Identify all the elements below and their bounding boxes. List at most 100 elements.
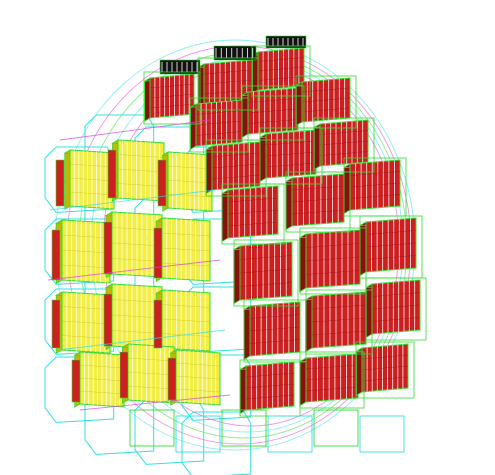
module-gridline <box>61 234 111 239</box>
module-gridline <box>161 304 211 308</box>
wire-cell-right <box>299 351 365 409</box>
red-module <box>343 159 401 215</box>
module-gridline <box>239 268 293 274</box>
red-edge-strip <box>71 359 81 403</box>
module-gridline <box>203 69 253 75</box>
module-gridline <box>79 390 125 395</box>
module-gridline <box>249 326 301 332</box>
yellow-module <box>111 139 166 203</box>
module-side <box>305 295 313 353</box>
module-gridline <box>79 364 125 369</box>
yellow-module <box>121 343 176 405</box>
red-edge-strip <box>119 351 129 399</box>
red-edge-strip <box>51 299 61 349</box>
wire-cell-bottom <box>359 415 405 453</box>
module-gridline <box>111 242 163 247</box>
wire-cell-right <box>197 57 259 111</box>
module-gridline <box>265 162 317 168</box>
module-gridline <box>227 197 279 203</box>
module-gridline <box>117 168 165 173</box>
rim-block <box>159 59 201 75</box>
module-gridline <box>167 179 213 184</box>
module-gridline <box>305 256 361 262</box>
module-gridline <box>61 320 111 325</box>
wire-cell-right <box>305 289 373 355</box>
module-gridline <box>371 317 421 322</box>
module-gridline <box>245 383 295 389</box>
module-gridline <box>239 255 293 260</box>
red-edge-strip <box>55 159 65 207</box>
wire-accent-line <box>47 259 221 281</box>
module-gridline <box>149 93 195 99</box>
red-module <box>233 241 293 305</box>
wire-cell-right <box>355 341 415 399</box>
wire-cell-right <box>241 85 305 141</box>
red-module <box>241 87 299 139</box>
module-gridline <box>111 299 163 303</box>
wire-cell-left <box>181 411 252 475</box>
module-side <box>313 123 321 171</box>
module-gridline <box>249 314 301 319</box>
red-module <box>299 353 359 407</box>
module-gridline <box>291 185 345 191</box>
rim-detail <box>159 59 201 75</box>
yellow-module <box>169 349 222 406</box>
red-module <box>259 129 317 183</box>
red-edge-strip <box>103 293 113 347</box>
module-gridline <box>301 107 351 113</box>
module-gridline <box>247 108 299 114</box>
module-gridline <box>195 131 243 136</box>
red-edge-strip <box>153 299 163 349</box>
yellow-module <box>63 149 116 210</box>
module-gridline <box>311 317 367 323</box>
module-side <box>259 133 267 183</box>
module-side <box>190 103 197 151</box>
module-side <box>239 365 247 415</box>
wire-cell-right <box>259 127 323 185</box>
module-gridline <box>195 120 243 126</box>
red-module <box>197 59 253 109</box>
module-gridline <box>291 209 345 215</box>
wire-accent-line <box>79 394 231 411</box>
wire-cell-bottom <box>221 409 267 447</box>
red-module <box>243 301 301 361</box>
module-gridline <box>149 83 195 89</box>
module-gridline <box>361 365 409 371</box>
module-gridline <box>61 249 111 254</box>
module-gridline <box>69 191 115 196</box>
module-gridline <box>365 255 417 260</box>
yellow-module <box>154 289 212 353</box>
red-module <box>365 279 421 339</box>
wire-cell-right <box>221 183 285 245</box>
red-edge-strip <box>51 229 61 281</box>
wire-cell-right <box>285 171 351 233</box>
wire-cell-bottom <box>313 409 359 447</box>
red-module <box>299 229 361 293</box>
module-gridline <box>371 304 421 310</box>
red-edge-strip <box>167 357 177 401</box>
module-gridline <box>227 209 279 215</box>
module-gridline <box>203 89 253 95</box>
module-gridline <box>69 177 115 182</box>
wire-accent-line <box>59 119 211 141</box>
module-gridline <box>227 221 279 227</box>
red-module <box>221 185 279 243</box>
module-side <box>64 149 71 210</box>
red-module <box>239 361 295 415</box>
module-gridline <box>305 386 359 392</box>
rim-block <box>213 45 257 61</box>
rim-detail <box>213 45 257 61</box>
module-gridline <box>365 242 417 248</box>
module-gridline <box>111 258 163 262</box>
module-gridline <box>161 262 211 267</box>
module-gridline <box>305 243 361 248</box>
module-gridline <box>301 97 351 103</box>
module-gridline <box>311 330 367 336</box>
front-wireframe-layer <box>47 45 427 453</box>
module-gridline <box>291 197 345 203</box>
module-gridline <box>149 103 195 109</box>
module-gridline <box>265 151 317 157</box>
red-module <box>285 173 345 231</box>
module-gridline <box>319 151 369 156</box>
